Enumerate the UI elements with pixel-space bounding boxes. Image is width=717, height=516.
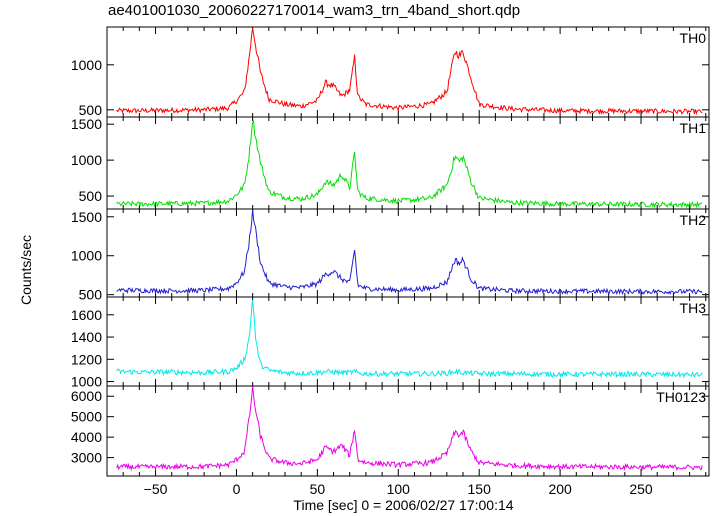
y-tick-label: 500 <box>79 188 103 204</box>
y-tick-label: 1500 <box>71 116 102 132</box>
x-tick-label: 200 <box>548 481 572 497</box>
series-line-th0123 <box>116 385 703 472</box>
panel-frame <box>106 116 710 210</box>
series-line-th3 <box>116 299 703 379</box>
x-tick-label: −50 <box>144 481 168 497</box>
x-tick-label: 250 <box>629 481 653 497</box>
panel-label: TH0123 <box>656 389 706 405</box>
series-line-th1 <box>116 119 703 209</box>
y-tick-label: 6000 <box>71 388 102 404</box>
y-tick-label: 1000 <box>71 374 102 390</box>
y-tick-label: 500 <box>79 287 103 303</box>
y-tick-label: 1000 <box>71 152 102 168</box>
x-tick-label: 50 <box>310 481 326 497</box>
panel-label: TH2 <box>680 212 707 228</box>
x-tick-label: 150 <box>468 481 492 497</box>
x-tick-label: 0 <box>233 481 241 497</box>
y-tick-label: 1000 <box>71 57 102 73</box>
series-line-th0 <box>116 28 703 116</box>
panel-frame <box>106 208 710 298</box>
y-tick-label: 1400 <box>71 329 102 345</box>
y-tick-label: 1500 <box>71 209 102 225</box>
y-tick-label: 4000 <box>71 429 102 445</box>
y-tick-label: 1000 <box>71 248 102 264</box>
y-tick-label: 1200 <box>71 351 102 367</box>
series-line-th2 <box>116 208 703 296</box>
panel-frame <box>106 26 710 118</box>
panel-label: TH1 <box>680 120 707 136</box>
panel-label: TH0 <box>680 30 707 46</box>
panel-label: TH3 <box>680 300 707 316</box>
y-tick-label: 3000 <box>71 450 102 466</box>
y-tick-label: 1600 <box>71 307 102 323</box>
x-axis-label: Time [sec] 0 = 2006/02/27 17:00:14 <box>293 497 514 513</box>
y-tick-label: 500 <box>79 102 103 118</box>
y-tick-label: 5000 <box>71 409 102 425</box>
chart-title: ae401001030_20060227170014_wam3_trn_4ban… <box>108 2 521 19</box>
y-axis-label: Counts/sec <box>18 234 34 306</box>
x-tick-label: 100 <box>387 481 411 497</box>
panel-frame <box>106 385 710 477</box>
